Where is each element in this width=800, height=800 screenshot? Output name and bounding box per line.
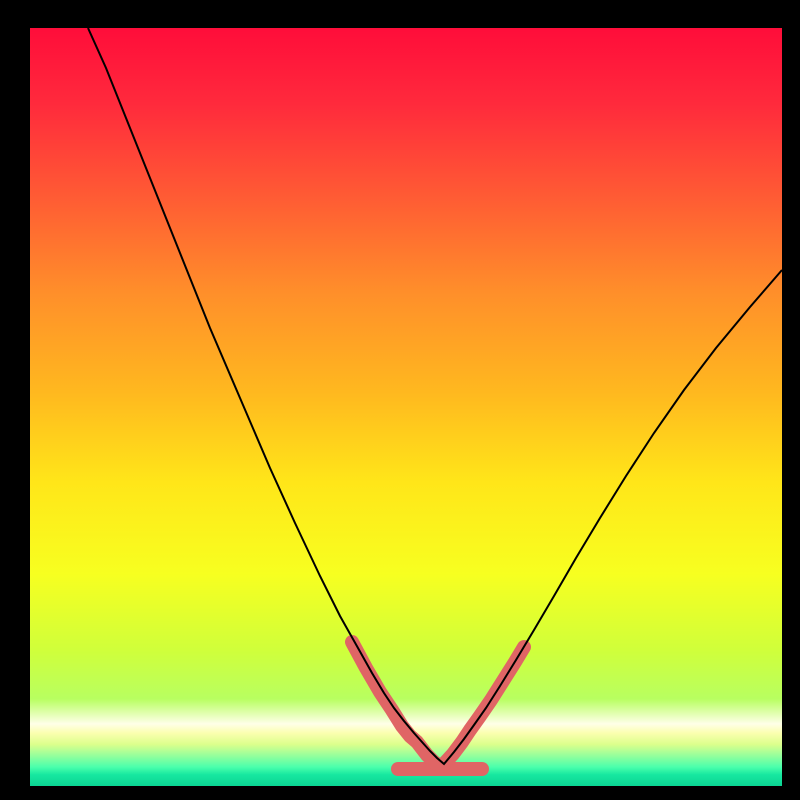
frame-right bbox=[782, 0, 800, 800]
plot-area bbox=[30, 28, 782, 786]
bottleneck-v-curve bbox=[88, 28, 782, 764]
frame-left bbox=[0, 0, 30, 800]
chart-stage: TheBottleneck.com bbox=[0, 0, 800, 800]
bottleneck-bottom-highlight bbox=[352, 642, 524, 766]
frame-bottom bbox=[0, 786, 800, 800]
frame-top bbox=[0, 0, 800, 28]
curve-layer bbox=[30, 28, 782, 786]
